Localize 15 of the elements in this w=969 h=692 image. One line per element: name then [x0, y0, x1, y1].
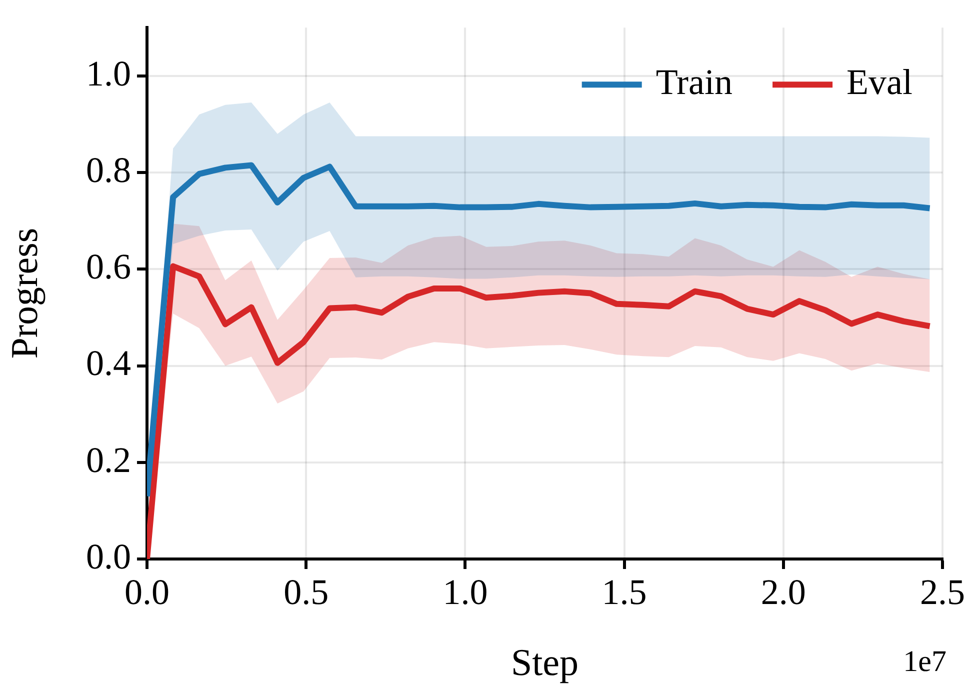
y-tick-label: 1.0: [86, 53, 131, 94]
legend-label: Train: [656, 62, 733, 102]
y-tick-label: 0.4: [86, 343, 131, 384]
y-tick-label: 0.6: [86, 246, 131, 287]
x-tick-label: 0.5: [284, 572, 329, 612]
y-tick-label: 0.8: [86, 150, 131, 190]
text: 1e7: [903, 644, 946, 678]
x-axis-title: Step: [510, 642, 579, 684]
x-tick-label: 1.0: [442, 572, 488, 612]
x-tick-label: 1.5: [602, 572, 647, 612]
legend-label: Eval: [846, 62, 913, 102]
x-tick-label: 2.0: [760, 572, 806, 612]
y-tick-label: 0.2: [86, 440, 131, 480]
y-axis-title: Progress: [4, 228, 46, 359]
x-tick-label: 2.5: [920, 572, 965, 612]
